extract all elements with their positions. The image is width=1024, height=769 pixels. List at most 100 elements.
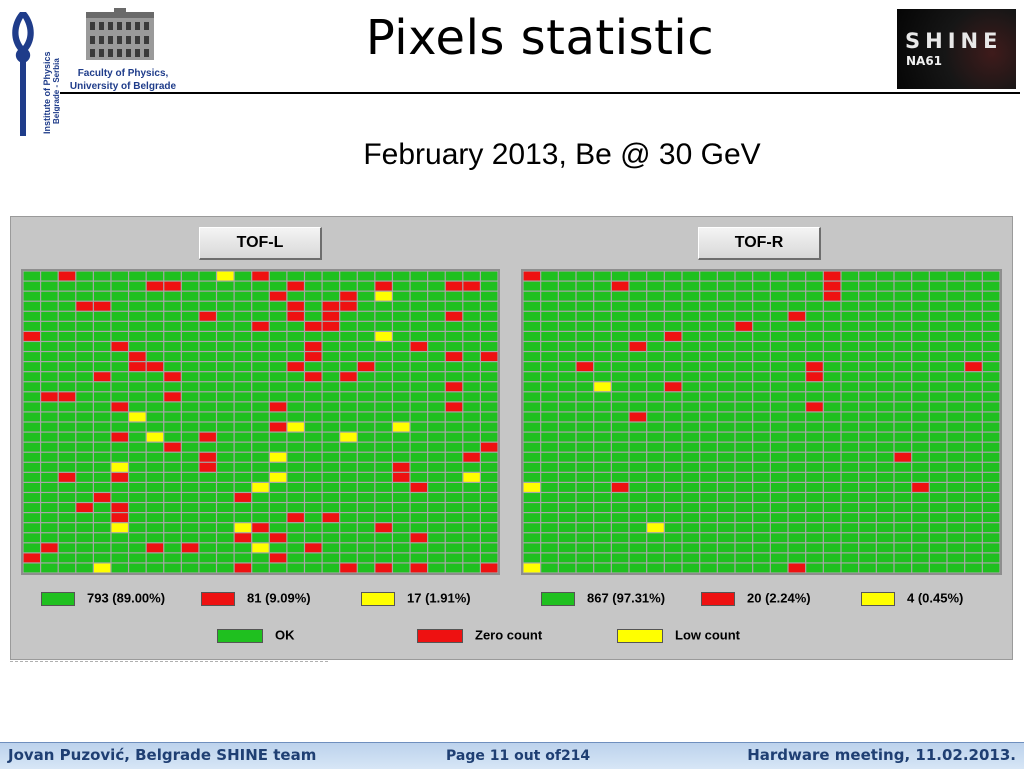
pixel-ok: [629, 533, 647, 543]
pixel-ok: [947, 553, 965, 563]
pixel-ok: [523, 493, 541, 502]
pixel-ok: [322, 271, 340, 281]
pixel-ok: [445, 432, 463, 442]
pixel-ok: [287, 432, 304, 442]
pixel-ok: [287, 452, 304, 462]
pixel-ok: [611, 382, 629, 392]
pixel-ok: [523, 291, 541, 301]
pixel-ok: [234, 503, 252, 512]
pixel-ok: [269, 311, 287, 321]
pixel-ok: [965, 462, 982, 472]
pixel-ok: [682, 382, 700, 392]
pixel-ok: [912, 382, 929, 392]
pixel-ok: [753, 402, 770, 412]
header-divider: [60, 92, 1020, 94]
pixel-ok: [463, 362, 480, 372]
pixel-ok: [947, 321, 965, 331]
pixel-ok: [129, 523, 146, 533]
pixel-ok: [841, 483, 859, 492]
pixel-ok: [146, 462, 164, 472]
pixel-ok: [912, 301, 929, 311]
pixel-ok: [700, 352, 717, 361]
pixel-ok: [965, 382, 982, 392]
pixel-ok: [129, 382, 146, 392]
pixel-ok: [357, 543, 375, 553]
pixel-ok: [23, 422, 40, 432]
pixel-ok: [463, 321, 480, 331]
pixel-ok: [541, 432, 558, 442]
pixel-ok: [428, 332, 445, 341]
pixel-ok: [611, 301, 629, 311]
pixel-ok: [753, 442, 770, 452]
pixel-ok: [146, 533, 164, 543]
pixel-ok: [770, 332, 788, 341]
pixel-zero-count: [823, 271, 841, 281]
pixel-ok: [23, 342, 40, 351]
pixel-ok: [428, 281, 445, 291]
pixel-ok: [629, 311, 647, 321]
pixel-ok: [558, 311, 576, 321]
pixel-ok: [305, 563, 322, 573]
pixel-ok: [181, 382, 199, 392]
pixel-ok: [428, 432, 445, 442]
pixel-ok: [841, 442, 859, 452]
pixel-ok: [181, 402, 199, 412]
pixel-ok: [965, 281, 982, 291]
pixel-ok: [428, 452, 445, 462]
pixel-ok: [735, 442, 753, 452]
pixel-ok: [753, 362, 770, 372]
pixel-ok: [410, 543, 428, 553]
pixel-ok: [305, 301, 322, 311]
pixel-ok: [357, 503, 375, 512]
pixel-ok: [76, 563, 93, 573]
pixel-ok: [859, 483, 876, 492]
pixel-ok: [894, 382, 912, 392]
pixel-ok: [410, 432, 428, 442]
pixel-ok: [576, 493, 594, 502]
pixel-ok: [611, 553, 629, 563]
pixel-ok: [199, 483, 216, 492]
pixel-ok: [287, 392, 304, 402]
pixel-ok: [357, 442, 375, 452]
pixel-zero-count: [445, 281, 463, 291]
pixel-ok: [611, 533, 629, 543]
pixel-ok: [912, 342, 929, 351]
pixel-ok: [859, 281, 876, 291]
pixel-ok: [322, 483, 340, 492]
pixel-ok: [947, 352, 965, 361]
tof-l-ok-count: 793 (89.00%): [41, 590, 165, 606]
tof-l-low-count: 17 (1.91%): [361, 590, 471, 606]
pixel-ok: [23, 563, 40, 573]
pixel-zero-count: [76, 503, 93, 512]
pixel-ok: [735, 523, 753, 533]
pixel-ok: [876, 362, 894, 372]
pixel-ok: [841, 281, 859, 291]
pixel-ok: [894, 271, 912, 281]
pixel-ok: [481, 342, 498, 351]
pixel-ok: [859, 332, 876, 341]
pixel-ok: [876, 553, 894, 563]
pixel-ok: [859, 563, 876, 573]
pixel-ok: [859, 372, 876, 382]
pixel-ok: [428, 483, 445, 492]
pixel-ok: [287, 402, 304, 412]
pixel-ok: [647, 472, 664, 482]
pixel-zero-count: [146, 362, 164, 372]
pixel-ok: [841, 553, 859, 563]
pixel-ok: [823, 432, 841, 442]
pixel-ok: [234, 513, 252, 523]
pixel-ok: [912, 392, 929, 402]
pixel-ok: [234, 402, 252, 412]
pixel-ok: [700, 462, 717, 472]
pixel-ok: [393, 432, 410, 442]
pixel-ok: [322, 291, 340, 301]
pixel-ok: [594, 543, 611, 553]
pixel-ok: [876, 382, 894, 392]
pixel-ok: [894, 311, 912, 321]
pixel-ok: [823, 493, 841, 502]
pixel-ok: [788, 362, 806, 372]
pixel-ok: [76, 523, 93, 533]
pixel-ok: [947, 503, 965, 512]
pixel-ok: [735, 462, 753, 472]
pixel-ok: [252, 412, 269, 422]
